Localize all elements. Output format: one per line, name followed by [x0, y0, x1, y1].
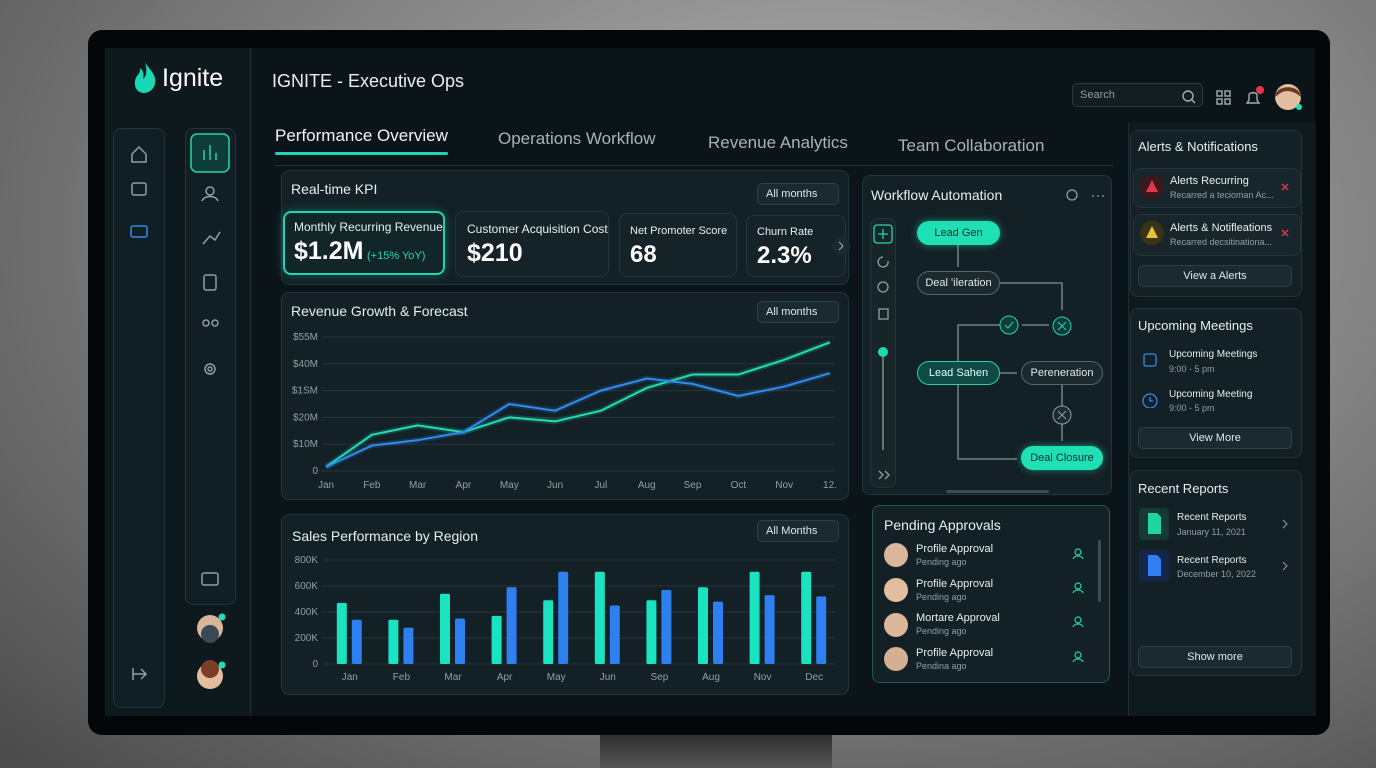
header-icons[interactable] — [1180, 84, 1310, 114]
node-label: Deal 'ileration — [925, 277, 992, 289]
button[interactable]: Show more — [1138, 646, 1292, 668]
panel-title: Workflow Automation — [871, 187, 1003, 203]
kpi-card[interactable] — [455, 211, 609, 277]
approval-name: Profile Approval — [916, 543, 994, 555]
button[interactable]: View a Alerts — [1138, 265, 1292, 287]
button-text: View More — [1189, 432, 1241, 444]
panel-title: Recent Reports — [1138, 481, 1229, 496]
kpi-label: Net Promoter Score — [630, 225, 728, 237]
alert-text: Recarred a tecioman Ac... — [1170, 190, 1274, 200]
filter-dropdown[interactable]: All months — [757, 183, 839, 205]
search-placeholder: Search — [1080, 89, 1115, 101]
approval-status: Pending ago — [916, 592, 967, 602]
approval-status: Pending ago — [916, 557, 967, 567]
chart-title: Revenue Growth & Forecast — [291, 303, 468, 319]
approval-status: Pendina ago — [916, 661, 967, 671]
button[interactable]: View More — [1138, 427, 1292, 449]
approval-name: Profile Approval — [916, 578, 994, 590]
team-avatars[interactable] — [195, 613, 227, 693]
meeting-time: 9:00 - 5 pm — [1169, 403, 1215, 413]
line-chart-panel — [281, 292, 849, 500]
monitor-stand — [600, 733, 832, 768]
filter-text: All months — [766, 306, 818, 318]
nav-icons[interactable] — [113, 128, 243, 708]
tab[interactable]: Revenue Analytics — [708, 133, 848, 152]
filter-text: All Months — [766, 525, 818, 537]
tab-underline — [275, 152, 448, 155]
report-date: December 10, 2022 — [1177, 569, 1257, 579]
tab-active[interactable]: Performance Overview — [275, 126, 448, 145]
tab[interactable]: Operations Workflow — [498, 129, 656, 148]
approval-name: Profile Approval — [916, 647, 994, 659]
kpi-value: $210 — [467, 239, 523, 267]
flow-node[interactable]: Deal 'ileration — [917, 271, 1000, 295]
kpi-card[interactable] — [746, 215, 846, 277]
alert-text: Recarred decsitinationa... — [1170, 237, 1273, 247]
flow-node[interactable]: Pereneration — [1021, 361, 1103, 385]
alert-title: Alerts & Notifleations — [1170, 222, 1273, 234]
next-arrow[interactable] — [831, 236, 851, 256]
kpi-value: 2.3% — [757, 242, 812, 269]
kpi-value: $1.2M — [294, 237, 364, 265]
nav-rail — [113, 128, 165, 708]
panel-title: Pending Approvals — [884, 517, 1001, 533]
report-title: Recent Reports — [1177, 512, 1247, 523]
panel-title: Real-time KPI — [291, 181, 378, 197]
kpi-value: 68 — [630, 241, 657, 268]
alert-icons — [1140, 175, 1289, 245]
flow-node[interactable]: Lead Sahen — [917, 361, 1000, 385]
report-date: January 11, 2021 — [1177, 527, 1246, 537]
filter-dropdown[interactable]: All months — [757, 301, 839, 323]
app-title: IGNITE - Executive Ops — [272, 71, 465, 91]
approval-status: Pending ago — [916, 626, 967, 636]
panel-title: Upcoming Meetings — [1138, 318, 1253, 333]
logo-text: Ignite — [162, 64, 224, 92]
search-box[interactable] — [1072, 83, 1203, 107]
node-label: Pereneration — [1030, 367, 1094, 379]
kpi-card[interactable] — [283, 211, 445, 275]
kpi-label: Churn Rate — [757, 226, 814, 238]
workflow-diagram — [873, 189, 1104, 493]
alert-title: Alerts Recurring — [1170, 175, 1249, 187]
kpi-label: Monthly Recurring Revenue — [294, 220, 443, 234]
report-icons — [1139, 508, 1288, 582]
logo-icon — [134, 62, 156, 93]
node-label: Lead Sahen — [928, 367, 989, 379]
meeting-title: Upcoming Meetings — [1169, 349, 1258, 360]
approval-icons — [884, 540, 1101, 671]
flow-node[interactable]: Lead Gen — [917, 221, 1000, 245]
approvals-panel — [872, 505, 1110, 683]
meeting-title: Upcoming Meeting — [1169, 389, 1253, 400]
meeting-time: 9:00 - 5 pm — [1169, 364, 1215, 374]
kpi-change: (+15% YoY) — [367, 250, 426, 262]
filter-dropdown[interactable]: All Months — [757, 520, 839, 542]
panel-title: Alerts & Notifications — [1138, 139, 1258, 154]
approval-name: Mortare Approval — [916, 612, 1000, 624]
tab[interactable]: Team Collaboration — [898, 136, 1045, 155]
tab-divider — [275, 165, 1113, 166]
kpi-label: Customer Acquisition Cost — [467, 222, 608, 236]
chart-title: Sales Performance by Region — [292, 528, 478, 544]
report-title: Recent Reports — [1177, 555, 1247, 566]
button-text: View a Alerts — [1183, 270, 1247, 282]
flow-node[interactable]: Deal Closure — [1021, 446, 1103, 470]
node-label: Deal Closure — [1030, 452, 1094, 464]
meeting-icons — [1142, 353, 1158, 408]
filter-text: All months — [766, 188, 818, 200]
kpi-card[interactable] — [619, 213, 737, 277]
button-text: Show more — [1187, 651, 1243, 663]
node-label: Lead Gen — [934, 227, 983, 239]
